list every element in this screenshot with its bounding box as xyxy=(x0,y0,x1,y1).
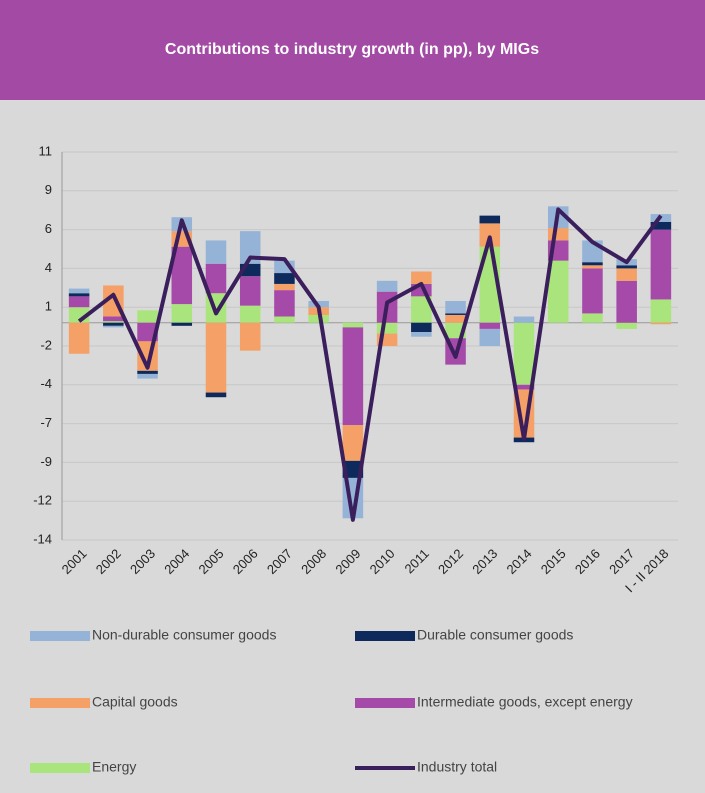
legend-swatch xyxy=(355,631,415,641)
bar-segment xyxy=(479,223,501,247)
bar-segment xyxy=(582,262,603,266)
legend-swatch xyxy=(355,698,415,708)
y-tick-label: 6 xyxy=(45,221,52,236)
bar-segment xyxy=(479,215,501,224)
bar-segment xyxy=(582,268,603,314)
y-tick-label: -14 xyxy=(33,531,52,546)
bar-segment xyxy=(411,332,432,337)
y-tick-label: 9 xyxy=(45,182,52,197)
bar-segment xyxy=(616,268,637,281)
bar-segment xyxy=(513,384,535,390)
bar-segment xyxy=(205,322,227,393)
bar-segment xyxy=(137,310,158,323)
legend-label: Non-durable consumer goods xyxy=(92,627,276,643)
bar-segment xyxy=(616,265,637,269)
legend-label: Durable consumer goods xyxy=(417,627,573,643)
bar-segment xyxy=(171,322,193,326)
y-tick-label: -9 xyxy=(40,454,52,469)
bar-segment xyxy=(103,316,124,322)
legend-label: Industry total xyxy=(417,759,497,775)
bar-segment xyxy=(616,322,637,329)
bar-segment xyxy=(616,280,637,323)
bar-segment xyxy=(239,305,261,323)
bar-segment xyxy=(582,265,603,269)
bar-segment xyxy=(274,290,295,317)
legend-label: Intermediate goods, except energy xyxy=(417,694,633,710)
bar-segment xyxy=(547,228,569,241)
bar-segment xyxy=(650,229,672,300)
bar-segment xyxy=(582,313,603,323)
legend-swatch xyxy=(30,698,90,708)
bar-segment xyxy=(68,296,90,308)
bar-segment xyxy=(137,373,158,379)
bar-segment xyxy=(376,322,398,334)
header xyxy=(0,0,705,100)
bar-segment xyxy=(68,322,90,354)
bar-segment xyxy=(342,327,364,426)
bar-segment xyxy=(479,322,501,329)
bar-segment xyxy=(205,263,227,294)
bar-segment xyxy=(445,314,466,323)
legend-label: Capital goods xyxy=(92,694,178,710)
bar-segment xyxy=(103,321,124,323)
bar-segment xyxy=(205,240,227,264)
y-tick-label: 1 xyxy=(45,299,52,314)
bar-segment xyxy=(342,425,364,461)
bar-segment xyxy=(479,328,501,346)
bar-segment xyxy=(342,322,364,328)
bar-segment xyxy=(68,288,90,294)
bar-segment xyxy=(513,322,535,385)
line xyxy=(77,207,663,522)
bar-segment xyxy=(68,293,90,297)
bar-segment xyxy=(650,299,672,323)
bar-segment xyxy=(547,260,569,323)
bar-segment xyxy=(274,283,295,291)
bar-segment xyxy=(137,322,158,342)
bar-segment xyxy=(445,300,466,314)
y-tick-label: -2 xyxy=(40,337,52,352)
bar-segment xyxy=(274,273,295,284)
y-tick-label: -4 xyxy=(40,376,52,391)
bar-segment xyxy=(103,325,124,328)
bar-segment xyxy=(171,246,193,305)
bar-segment xyxy=(650,322,672,325)
bar-segment xyxy=(103,322,124,326)
y-tick-label: -12 xyxy=(33,493,52,508)
bar-segment xyxy=(239,322,261,351)
legend-swatch xyxy=(30,631,90,641)
bar-segment xyxy=(205,392,227,398)
bar-segment xyxy=(239,276,261,306)
bar-segment xyxy=(411,322,432,333)
bar-segment xyxy=(239,231,261,264)
legend-swatch xyxy=(30,763,90,773)
bar-segment xyxy=(411,271,432,284)
y-tick-label: 4 xyxy=(45,260,52,275)
chart-title: Contributions to industry growth (in pp)… xyxy=(165,41,539,58)
bar-segment xyxy=(376,280,398,292)
bar-segment xyxy=(411,296,432,323)
y-tick-label: 11 xyxy=(39,143,53,158)
bar-segment xyxy=(513,316,535,323)
bar-segment xyxy=(342,460,364,478)
bar-segment xyxy=(274,316,295,323)
bar-segment xyxy=(171,304,193,323)
y-tick-label: -7 xyxy=(40,415,52,430)
bar-segment xyxy=(137,370,158,374)
bar-segment xyxy=(445,313,466,315)
bar-segment xyxy=(650,221,672,230)
legend-label: Energy xyxy=(92,759,136,775)
